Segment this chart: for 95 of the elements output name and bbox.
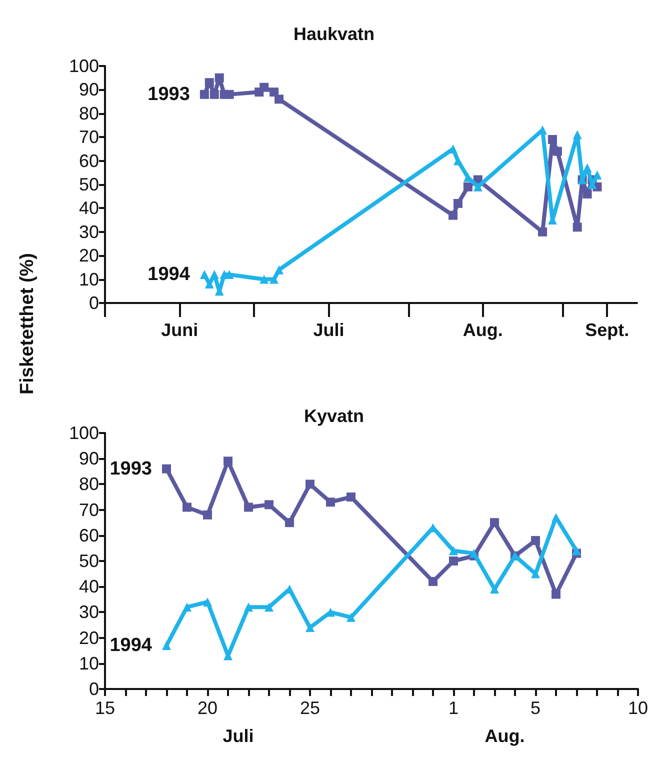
y-tick-label: 0 xyxy=(88,679,99,699)
chart-title: Haukvatn xyxy=(293,24,375,44)
y-axis-title: Fisketetthet (%) xyxy=(17,252,38,394)
point xyxy=(270,88,279,97)
y-tick-label: 30 xyxy=(78,602,99,622)
point xyxy=(548,134,557,144)
point xyxy=(449,556,458,566)
series-label: 1993 xyxy=(110,458,152,480)
point xyxy=(531,536,540,546)
point xyxy=(203,597,212,606)
y-tick-label: 0 xyxy=(88,293,99,313)
point xyxy=(200,90,209,99)
y-tick-label: 10 xyxy=(78,269,99,290)
point xyxy=(490,518,499,528)
point xyxy=(260,82,269,92)
x-tick-label: 5 xyxy=(530,698,541,718)
chart-title: Kyvatn xyxy=(304,406,364,426)
point xyxy=(182,502,192,512)
y-tick-label: 70 xyxy=(78,500,99,520)
point xyxy=(592,170,602,180)
text: Aug. xyxy=(484,726,525,746)
point xyxy=(470,548,478,558)
text: Juli xyxy=(222,726,254,746)
point xyxy=(463,182,472,192)
y-tick-label: 50 xyxy=(78,174,99,194)
y-tick-label: 30 xyxy=(78,222,99,242)
point xyxy=(224,456,232,466)
point xyxy=(274,94,284,104)
point xyxy=(200,270,209,280)
point xyxy=(346,492,356,502)
point xyxy=(244,502,253,512)
point xyxy=(454,156,463,166)
point xyxy=(454,198,463,208)
point xyxy=(572,130,582,140)
x-tick-label: 20 xyxy=(197,698,218,718)
point xyxy=(552,146,562,156)
point xyxy=(244,602,253,612)
x-tick-label: 25 xyxy=(300,698,320,718)
point xyxy=(182,602,192,612)
point xyxy=(214,73,224,82)
y-tick-label: 90 xyxy=(78,80,99,100)
y-tick-label: 80 xyxy=(78,474,99,494)
point xyxy=(582,189,592,198)
y-tick-label: 10 xyxy=(78,653,99,674)
point xyxy=(224,90,234,99)
y-tick-label: 40 xyxy=(78,198,99,218)
point xyxy=(264,602,274,612)
point xyxy=(428,576,438,586)
series-label: 1993 xyxy=(148,84,190,105)
point xyxy=(490,584,499,594)
y-tick-label: 50 xyxy=(78,551,99,571)
point xyxy=(538,227,548,236)
y-tick-label: 20 xyxy=(78,246,99,266)
point xyxy=(274,265,284,274)
y-tick-label: 20 xyxy=(78,628,99,648)
point xyxy=(203,510,212,520)
point xyxy=(204,78,214,88)
point xyxy=(162,640,171,650)
point xyxy=(582,163,592,172)
point xyxy=(473,182,482,192)
y-tick-label: 60 xyxy=(78,150,99,171)
point xyxy=(204,280,214,289)
point xyxy=(572,546,581,556)
x-tick-label: 1 xyxy=(448,698,459,718)
y-tick-label: 80 xyxy=(78,103,99,124)
point xyxy=(448,210,458,220)
point xyxy=(162,464,171,474)
series-label: 1994 xyxy=(110,634,152,656)
y-tick-label: 100 xyxy=(68,56,99,76)
point xyxy=(285,518,294,528)
point xyxy=(210,270,219,280)
y-tick-label: 100 xyxy=(68,423,99,443)
y-tick-label: 90 xyxy=(78,448,99,469)
point xyxy=(264,500,274,510)
point xyxy=(346,612,356,622)
point xyxy=(306,623,314,632)
point xyxy=(572,222,582,232)
point xyxy=(449,546,458,556)
x-tick-label: 15 xyxy=(94,698,116,718)
x-tick-label: Juli xyxy=(313,320,344,340)
y-tick-label: 60 xyxy=(78,525,99,546)
point xyxy=(552,512,560,522)
x-tick-label: Juni xyxy=(161,320,198,340)
point xyxy=(260,274,269,284)
series-label: 1994 xyxy=(148,264,190,286)
point xyxy=(326,498,335,507)
x-tick-label: Sept. xyxy=(585,320,630,340)
y-tick-label: 70 xyxy=(78,127,99,148)
point xyxy=(306,480,314,489)
point xyxy=(552,590,560,599)
point xyxy=(210,90,219,99)
x-tick-label: 10 xyxy=(628,698,648,718)
x-tick-label: Aug. xyxy=(462,320,503,340)
y-tick-label: 40 xyxy=(78,576,99,597)
point xyxy=(270,274,279,284)
